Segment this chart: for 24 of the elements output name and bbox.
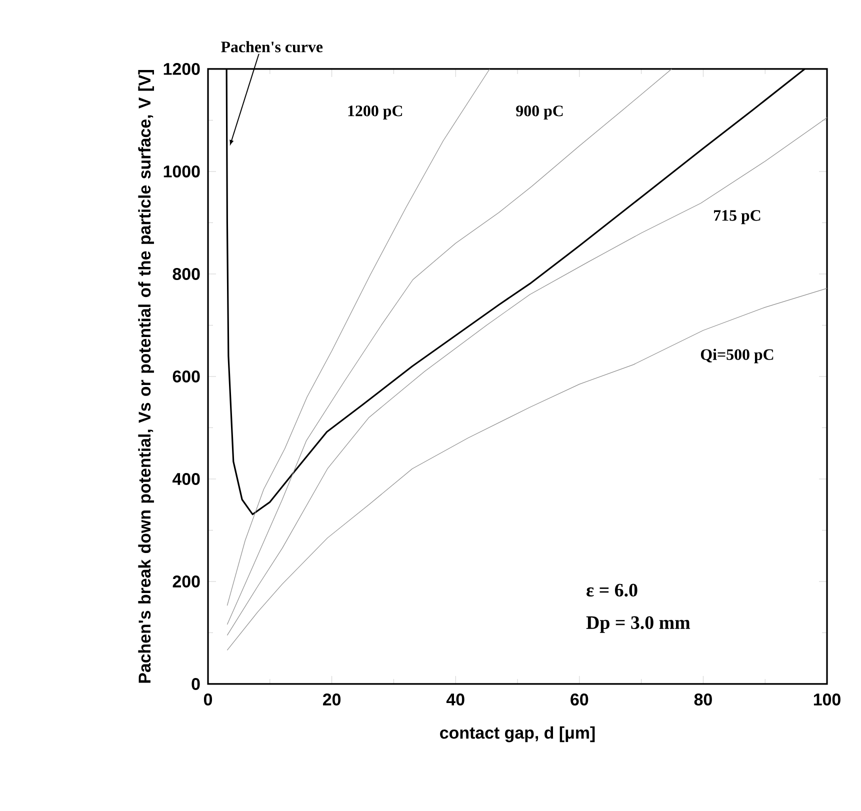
text: 1200 pC xyxy=(348,106,402,120)
y-tick-label: 600 xyxy=(172,370,200,382)
y-tick-label: 0 xyxy=(192,678,200,690)
y-tick-label: 200 xyxy=(172,575,200,588)
x-axis-title: contact gap, d [μm] xyxy=(440,726,595,742)
annotation: Dp = 3.0 mm xyxy=(586,616,690,633)
y-tick-label: 800 xyxy=(172,268,200,280)
annotation: Pachen's curve xyxy=(221,41,323,52)
annotation: ε = 6.0 xyxy=(586,584,638,597)
line-series xyxy=(226,68,490,606)
series-label: 900 pC xyxy=(516,106,563,120)
series-label: Qi=500 pC xyxy=(700,348,774,364)
y-axis-title: Pachen's break down potential, Vs or potential of the particle surface, V [V] xyxy=(138,70,154,683)
series-label: 715 pC xyxy=(714,210,760,224)
x-tick-label: 60 xyxy=(570,694,588,706)
line-series xyxy=(226,288,828,650)
x-tick-label: 80 xyxy=(694,694,712,706)
y-tick-label: 1000 xyxy=(164,165,200,178)
y-tick-label: 1200 xyxy=(164,62,200,75)
x-tick-label: 0 xyxy=(204,694,212,706)
x-tick-label: 100 xyxy=(814,694,840,706)
x-tick-label: 40 xyxy=(446,694,464,706)
y-tick-label: 400 xyxy=(172,472,200,485)
x-tick-label: 20 xyxy=(322,694,341,706)
